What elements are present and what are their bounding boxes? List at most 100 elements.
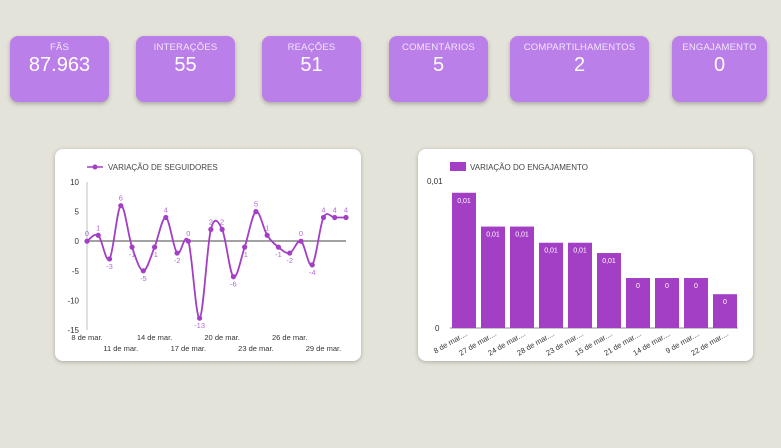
bar[interactable] [481,226,505,328]
data-label: 2 [209,217,213,226]
kpi-value-engagement: 0 [713,54,726,76]
data-label: 4 [333,206,337,215]
data-point[interactable] [95,232,101,238]
bar[interactable] [626,278,650,328]
legend-bar-swatch [450,162,466,171]
x-tick-label: 20 de mar. [204,333,239,342]
bar[interactable] [510,226,534,328]
kpi-label-reactions: REAÇÕES [287,42,336,53]
data-point[interactable] [140,268,146,274]
data-label: 0 [85,229,89,238]
data-point[interactable] [118,203,124,209]
data-point[interactable] [264,232,270,238]
data-label: 1 [96,223,100,232]
data-label: 5 [254,200,258,209]
bar[interactable] [713,294,737,328]
legend-label: VARIAÇÃO DE SEGUIDORES [108,163,218,172]
data-point[interactable] [219,226,225,232]
bar-value-label: 0,01 [544,248,558,255]
bar-value-label: 0 [636,283,640,290]
kpi-card-engagement: ENGAJAMENTO 0 [672,36,767,102]
bar-value-label: 0,01 [486,232,500,239]
x-tick-label: 14 de mar. [137,333,172,342]
data-label: -1 [151,250,158,259]
y-tick-label: 10 [70,178,79,187]
data-label: 0 [186,229,190,238]
data-point[interactable] [287,250,293,256]
data-point[interactable] [298,238,304,244]
data-point[interactable] [129,244,135,250]
engagement-chart-panel: VARIAÇÃO DO ENGAJAMENTO 0,01 0 0,01 8 de … [418,149,753,361]
x-tick-label: 8 de mar. [71,333,102,342]
bar-value-label: 0,01 [515,232,529,239]
data-label: -13 [194,321,205,330]
kpi-card-fans: FÃS 87.963 [10,36,109,102]
kpi-value-interactions: 55 [174,54,197,76]
engagement-bar-chart: VARIAÇÃO DO ENGAJAMENTO 0,01 0 0,018 de … [427,162,738,358]
kpi-value-reactions: 51 [300,54,323,76]
data-label: 6 [119,194,123,203]
data-point[interactable] [197,315,203,321]
followers-series-line [86,204,346,320]
x-tick-label: 26 de mar. [272,333,307,342]
data-point[interactable] [242,244,248,250]
data-point[interactable] [208,226,214,232]
data-label: -1 [241,250,248,259]
data-point[interactable] [230,274,236,280]
data-label: 4 [344,206,348,215]
data-label: 0 [299,229,303,238]
x-tick-label: 23 de mar. [238,344,273,353]
y-tick-top: 0,01 [427,177,443,186]
data-label: 1 [265,223,269,232]
kpi-value-comments: 5 [432,54,445,76]
data-label: -6 [230,280,237,289]
legend-label: VARIAÇÃO DO ENGAJAMENTO [470,163,588,172]
legend-dot-swatch [92,164,98,170]
kpi-card-interactions: INTERAÇÕES 55 [136,36,235,102]
data-point[interactable] [106,256,113,262]
kpi-label-fans: FÃS [49,42,70,53]
bar-value-label: 0 [723,299,727,306]
data-point[interactable] [174,250,180,256]
kpi-label-comments: COMENTÁRIOS [402,42,475,53]
data-label: 4 [321,206,325,215]
data-point[interactable] [253,209,259,215]
kpi-value-fans: 87.963 [28,54,91,76]
followers-chart-panel: VARIAÇÃO DE SEGUIDORES 10 5 0 -5 -10 -15 8 de… [55,149,361,361]
bar-value-label: 0,01 [602,258,616,265]
data-point[interactable] [309,262,315,268]
data-point[interactable] [185,238,191,244]
data-point[interactable] [320,214,327,221]
kpi-card-shares: COMPARTILHAMENTOS 2 [510,36,649,102]
data-point[interactable] [332,214,338,221]
data-label: -5 [140,274,147,283]
data-point[interactable] [275,244,282,250]
data-point[interactable] [163,214,169,221]
y-tick-label: -5 [72,267,80,276]
data-label: -1 [129,250,136,259]
kpi-card-comments: COMENTÁRIOS 5 [389,36,488,102]
bar-value-label: 0 [694,283,698,290]
data-point[interactable] [84,238,90,244]
x-tick-label: 29 de mar. [306,344,341,353]
x-tick-label: 17 de mar. [171,344,206,353]
chart-legend: VARIAÇÃO DO ENGAJAMENTO [450,162,588,172]
bar[interactable] [655,278,679,328]
x-tick-label: 11 de mar. [103,344,138,353]
kpi-card-reactions: REAÇÕES 51 [262,36,361,102]
bar[interactable] [568,242,592,328]
data-label: -1 [275,250,282,259]
data-label: -4 [309,268,316,277]
data-point[interactable] [151,244,158,250]
bar[interactable] [452,192,476,328]
kpi-label-engagement: ENGAJAMENTO [682,42,757,53]
kpi-label-shares: COMPARTILHAMENTOS [523,42,636,53]
bar[interactable] [597,253,621,328]
bar[interactable] [684,278,708,328]
y-tick-bottom: 0 [435,324,440,333]
data-label: 2 [220,217,224,226]
bar[interactable] [539,242,563,328]
data-point[interactable] [343,214,349,221]
chart-legend: VARIAÇÃO DE SEGUIDORES [87,163,218,172]
